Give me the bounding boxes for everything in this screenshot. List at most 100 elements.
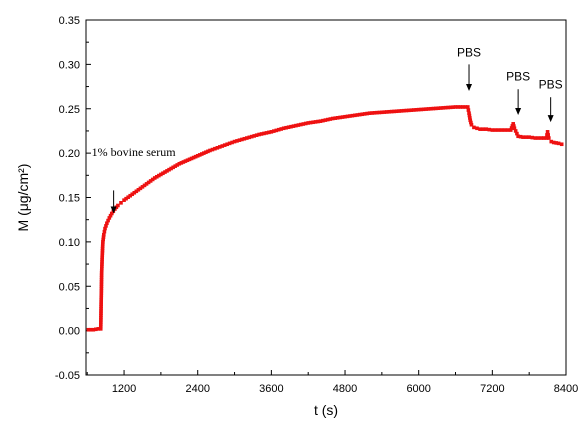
data-point [269, 130, 274, 134]
annotation-arrow-head [515, 107, 522, 115]
data-point [402, 108, 406, 113]
x-tick-label: 6000 [406, 383, 430, 395]
data-point [472, 125, 476, 130]
data-point [150, 177, 155, 182]
data-point [296, 123, 301, 127]
data-point [240, 137, 244, 142]
data-point [456, 105, 460, 109]
data-point [197, 153, 202, 157]
data-point [299, 122, 303, 127]
data-point [516, 134, 520, 139]
data-point [264, 131, 269, 135]
data-point [175, 163, 180, 167]
data-point [200, 152, 204, 156]
data-point [496, 128, 501, 132]
data-point [100, 257, 104, 262]
data-point [107, 216, 112, 220]
data-point [350, 113, 355, 118]
data-point [533, 136, 538, 140]
data-point [98, 327, 103, 331]
data-point [556, 141, 561, 146]
data-point [130, 192, 135, 197]
data-point [272, 129, 276, 133]
data-point [521, 135, 525, 139]
data-point [318, 119, 323, 123]
data-point [330, 116, 335, 121]
data-point [513, 129, 518, 133]
data-point [259, 132, 264, 136]
data-point [179, 161, 184, 165]
data-point [536, 136, 541, 140]
data-point [438, 106, 443, 110]
data-point [247, 135, 252, 140]
data-point [144, 182, 149, 186]
y-tick-label: 0.00 [59, 326, 80, 338]
data-point [99, 282, 104, 286]
data-point [431, 106, 436, 111]
data-point [99, 277, 104, 282]
plot-frame [85, 19, 567, 376]
data-point [225, 142, 229, 147]
data-point [469, 122, 474, 127]
data-point [394, 109, 399, 114]
data-point [99, 311, 103, 315]
data-point [515, 131, 519, 136]
data-point [96, 327, 101, 331]
y-tick-label: 0.05 [59, 281, 80, 293]
data-point [419, 107, 423, 112]
data-point [102, 229, 107, 234]
data-point [99, 320, 103, 324]
data-point [343, 114, 347, 119]
data-point [105, 221, 109, 226]
data-point [306, 121, 310, 125]
data-point [434, 106, 438, 111]
data-point [185, 158, 190, 163]
data-point [99, 309, 103, 313]
data-point [502, 128, 507, 132]
data-point [140, 185, 145, 189]
data-point [509, 126, 514, 130]
data-point [99, 306, 103, 311]
annotation-arrow-head [110, 206, 117, 214]
data-point [512, 126, 517, 131]
data-point [165, 169, 169, 173]
data-point [99, 302, 103, 307]
plot-border [85, 19, 567, 376]
data-point [218, 145, 222, 149]
data-point [181, 160, 186, 164]
data-point [426, 107, 431, 111]
data-point [202, 151, 206, 155]
data-point [235, 139, 239, 143]
data-point [116, 203, 120, 208]
data-point [171, 165, 175, 170]
data-point [99, 315, 103, 320]
data-point [167, 167, 171, 172]
data-point [104, 224, 108, 228]
data-point [530, 135, 535, 140]
data-point [232, 139, 237, 144]
data-point [481, 127, 485, 131]
data-point [89, 327, 93, 332]
data-point [136, 188, 141, 192]
data-point [100, 242, 105, 246]
data-point [183, 159, 188, 163]
data-point [128, 193, 132, 198]
data-point [527, 135, 531, 139]
data-point [242, 136, 247, 141]
data-point [545, 130, 550, 134]
data-point [177, 161, 182, 166]
data-point [338, 115, 342, 120]
data-point [316, 119, 320, 124]
data-point [389, 109, 394, 114]
data-point [99, 295, 104, 300]
data-point [328, 117, 333, 121]
data-point [142, 183, 147, 188]
data-point [206, 149, 210, 154]
x-tick-label: 2400 [185, 383, 209, 395]
data-point [159, 172, 163, 177]
y-tick-label: 0.15 [59, 193, 80, 205]
annotation-arrow-head [547, 115, 554, 123]
x-tick-label: 3600 [259, 383, 283, 395]
data-point [451, 105, 455, 109]
data-point [518, 134, 523, 139]
